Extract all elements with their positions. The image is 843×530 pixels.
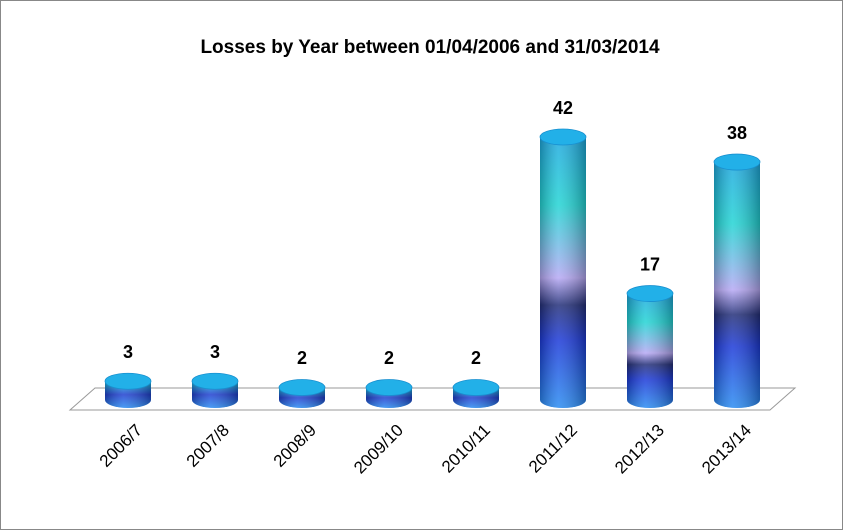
chart-title: Losses by Year between 01/04/2006 and 31… [200,37,660,58]
value-label: 3 [123,342,133,362]
bar [365,379,413,408]
bar [713,153,761,408]
bar [104,372,152,408]
bar-shade [540,137,586,408]
bar-cap [278,379,326,396]
bar-cap [191,372,239,390]
bar-cap [365,379,413,396]
value-label: 17 [640,254,660,274]
value-label: 3 [210,342,220,362]
bar [452,379,500,408]
bar-shade [627,293,673,408]
value-label: 2 [471,348,481,368]
value-label: 42 [553,98,573,118]
bar-cap [626,285,674,302]
bar [191,372,239,408]
bar-cap [539,128,587,146]
bar-cap [104,372,152,390]
bar-shade [714,162,760,408]
value-label: 38 [727,123,747,143]
bar [278,379,326,408]
bar-cap [452,379,500,396]
bar [539,128,587,408]
bar [626,285,674,408]
bar-cap [713,153,761,171]
floor [68,387,797,411]
value-label: 2 [384,348,394,368]
value-label: 2 [297,348,307,368]
